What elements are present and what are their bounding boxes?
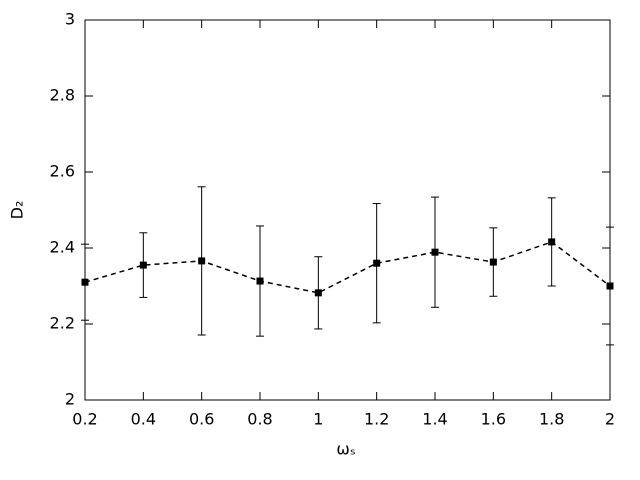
y-axis-label: D₂ [8, 201, 27, 220]
x-tick-label: 0.4 [131, 410, 156, 429]
marker [606, 282, 614, 290]
marker [81, 278, 89, 286]
x-tick-label: 0.8 [247, 410, 272, 429]
x-tick-label: 0.6 [189, 410, 214, 429]
marker [256, 277, 264, 285]
x-tick-label: 0.2 [72, 410, 97, 429]
y-tick-label: 2.8 [50, 86, 75, 105]
marker [489, 258, 497, 266]
marker [198, 257, 206, 265]
marker [139, 261, 147, 269]
x-axis-label: ωₛ [336, 440, 355, 459]
marker [548, 238, 556, 246]
x-tick-label: 1 [313, 410, 323, 429]
x-tick-label: 1.6 [481, 410, 506, 429]
y-tick-label: 3 [65, 10, 75, 29]
plot-frame [84, 19, 611, 401]
x-tick-label: 1.4 [422, 410, 447, 429]
y-tick-label: 2 [65, 390, 75, 409]
marker [373, 259, 381, 267]
marker [314, 289, 322, 297]
y-tick-label: 2.6 [50, 162, 75, 181]
data-line [84, 241, 611, 294]
y-tick-label: 2.4 [50, 238, 75, 257]
x-tick-label: 2 [605, 410, 615, 429]
y-tick-label: 2.2 [50, 314, 75, 333]
marker [431, 248, 439, 256]
x-tick-label: 1.2 [364, 410, 389, 429]
x-tick-label: 1.8 [539, 410, 564, 429]
